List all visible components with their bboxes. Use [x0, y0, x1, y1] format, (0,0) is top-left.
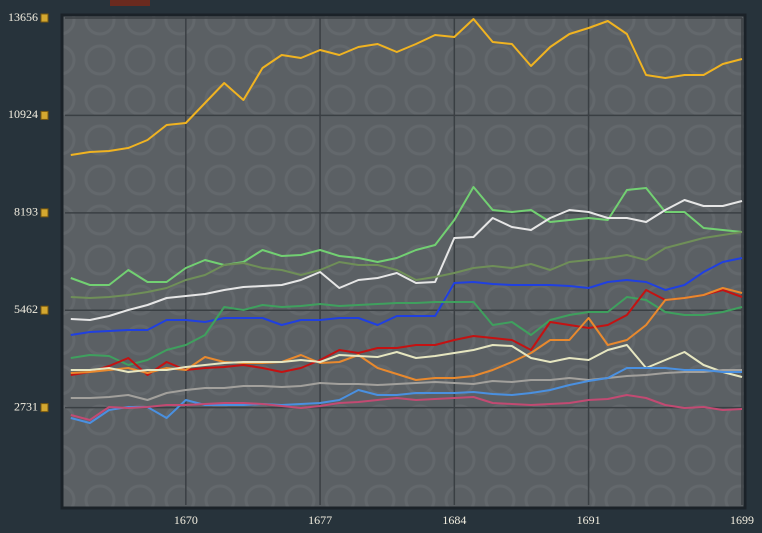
- series-line: [70, 186, 743, 286]
- y-tick-label: 10924: [8, 107, 38, 121]
- series-line: [70, 231, 743, 299]
- y-tick-label: 8193: [14, 205, 38, 219]
- series-line: [70, 18, 743, 156]
- lines: [70, 18, 743, 424]
- series-line: [70, 199, 743, 321]
- y-tick-label: 13656: [8, 10, 38, 24]
- ornament: [110, 0, 150, 6]
- x-tick-label: 1691: [577, 513, 601, 527]
- series-line: [70, 344, 743, 378]
- y-tick-label: 5462: [14, 302, 38, 316]
- series-line: [70, 257, 743, 336]
- coin-icon: [40, 305, 49, 315]
- series-line: [70, 287, 743, 381]
- coin-icon: [40, 13, 49, 23]
- grid: [65, 17, 743, 505]
- coin-icon: [40, 110, 49, 120]
- x-tick-label: 1670: [174, 513, 198, 527]
- series-line: [70, 296, 743, 366]
- series-line: [70, 394, 743, 421]
- series-line: [70, 367, 742, 424]
- labels: 2731 5462 8193 10924 13656 1670 1677 1684 1691 16…: [8, 10, 754, 527]
- coin-icon: [40, 403, 49, 413]
- x-tick-label: 1699: [730, 513, 754, 527]
- series-line: [70, 369, 742, 401]
- coin-icon: [40, 208, 49, 218]
- plot-area: [60, 13, 747, 510]
- x-tick-label: 1677: [308, 513, 332, 527]
- y-tick-label: 2731: [14, 399, 38, 413]
- x-tick-label: 1684: [442, 513, 466, 527]
